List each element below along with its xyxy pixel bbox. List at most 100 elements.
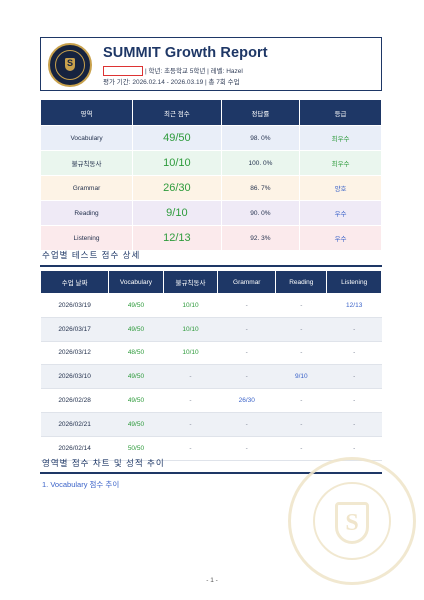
detail-date-cell: 2026/03/10 (40, 364, 109, 390)
summary-score-cell: 12/13 (132, 225, 222, 251)
summary-header-cell: 최근 점수 (132, 99, 222, 126)
summary-row: Vocabulary 49/50 98. 0% 최우수 (39, 125, 382, 151)
detail-score-cell: - (326, 412, 382, 437)
detail-score-cell: 49/50 (108, 317, 164, 342)
detail-score-cell: - (163, 412, 218, 437)
detail-row: 2026/03/12 48/50 10/10- - - (40, 341, 382, 366)
summary-row: Listening 12/13 92. 3% 우수 (39, 225, 382, 251)
detail-score-cell: - (163, 436, 218, 461)
summary-grade-cell: 양호 (299, 175, 382, 201)
chart-subtitle: 1. Vocabulary 점수 추이 (42, 480, 120, 489)
page-number: - 1 - (206, 577, 218, 584)
detail-header-cell: 불규칙동사 (162, 270, 219, 294)
detail-header-cell: Reading (275, 270, 328, 294)
chart-section-title: 영역별 점수 차트 및 성적 추이 (42, 458, 165, 468)
summary-score-cell: 26/30 (132, 175, 222, 201)
summary-row: Reading 9/10 90. 0% 우수 (39, 200, 382, 226)
section-divider (40, 265, 382, 267)
detail-score-cell: 48/50 (108, 341, 164, 366)
summary-grade-cell: 우수 (299, 200, 382, 226)
summary-header-cell: 영역 (39, 99, 134, 126)
detail-score-cell: - (217, 412, 276, 437)
summary-score-cell: 10/10 (132, 150, 222, 176)
detail-score-cell: - (163, 364, 218, 390)
report-title: SUMMIT Growth Report (103, 45, 268, 61)
detail-score-cell: 49/50 (108, 364, 164, 390)
detail-score-cell: - (217, 341, 276, 366)
detail-score-cell: 49/50 (108, 412, 164, 437)
detail-score-cell: - (326, 317, 382, 342)
detail-row: 2026/02/28 49/50-26/30- - (40, 388, 382, 413)
detail-score-cell: - (275, 293, 327, 318)
summary-area-cell: Reading (39, 200, 134, 226)
detail-date-cell: 2026/02/28 (40, 388, 109, 413)
detail-score-cell: 10/10 (163, 341, 218, 366)
detail-header-cell: Grammar (217, 270, 277, 294)
summary-rate-cell: 92. 3% (220, 225, 301, 251)
summary-grade-cell: 우수 (299, 225, 382, 251)
detail-header-cell: 수업 날짜 (39, 270, 110, 294)
summary-grade-cell: 최우수 (299, 125, 382, 151)
detail-score-cell: 49/50 (108, 388, 164, 413)
summary-rate-cell: 98. 0% (220, 125, 301, 151)
detail-date-cell: 2026/03/12 (40, 341, 109, 366)
summary-rate-cell: 86. 7% (220, 175, 301, 201)
detail-score-cell: - (163, 388, 218, 413)
detail-score-cell: - (275, 388, 327, 413)
report-header: S SUMMIT Growth Report | 학년: 초등학교 5학년 | … (40, 37, 382, 91)
detail-header-cell: Vocabulary (108, 270, 164, 294)
detail-date-cell: 2026/03/19 (40, 293, 109, 318)
student-info: | 학년: 초등학교 5학년 | 레벨: Hazel (103, 65, 243, 77)
summary-header-cell: 정답률 (220, 99, 301, 126)
detail-score-cell: 50/50 (108, 436, 164, 461)
detail-score-cell: 10/10 (163, 293, 218, 318)
watermark-logo: S (288, 457, 416, 585)
detail-row: 2026/03/10 49/50- -9/10- (40, 364, 382, 390)
detail-score-cell: - (217, 436, 276, 461)
detail-score-cell: - (217, 293, 276, 318)
detail-table: 수업 날짜 Vocabulary 불규칙동사 Grammar Reading Listen… (39, 270, 382, 461)
evaluation-period: 평가 기간: 2026.02.14 - 2026.03.19 | 총 7회 수업 (103, 79, 240, 86)
detail-header-cell: Listening (326, 270, 382, 294)
summary-area-cell: 불규칙동사 (39, 150, 134, 176)
summit-logo: S (48, 43, 92, 87)
detail-score-cell: 10/10 (163, 317, 218, 342)
summary-rate-cell: 100. 0% (220, 150, 301, 176)
detail-section-title: 수업별 테스트 점수 상세 (42, 250, 141, 260)
detail-score-cell: 12/13 (326, 293, 382, 318)
detail-date-cell: 2026/02/21 (40, 412, 109, 437)
summary-rate-cell: 90. 0% (220, 200, 301, 226)
summary-table: 영역 최근 점수 정답률 등급 Vocabulary 49/50 98. 0% 최우수 불규칙… (39, 99, 382, 251)
detail-score-cell: - (217, 364, 276, 390)
summary-row: Grammar 26/30 86. 7% 양호 (39, 175, 382, 201)
detail-score-cell: 9/10 (275, 364, 327, 390)
detail-score-cell: - (275, 412, 327, 437)
summary-area-cell: Vocabulary (39, 125, 134, 151)
detail-score-cell: - (275, 436, 327, 461)
detail-score-cell: - (326, 436, 382, 461)
detail-row: 2026/03/17 49/50 10/10- - - (40, 317, 382, 342)
detail-date-cell: 2026/02/14 (40, 436, 109, 461)
detail-row: 2026/02/14 50/50- - - - (40, 436, 382, 461)
summary-grade-cell: 최우수 (299, 150, 382, 176)
summary-area-cell: Grammar (39, 175, 134, 201)
section-divider (40, 472, 382, 474)
summary-score-cell: 9/10 (132, 200, 222, 226)
detail-score-cell: - (326, 364, 382, 390)
summary-area-cell: Listening (39, 225, 134, 251)
summary-row: 불규칙동사 10/10 100. 0% 최우수 (39, 150, 382, 176)
redacted-name (103, 66, 143, 77)
student-grade-level: | 학년: 초등학교 5학년 | 레벨: Hazel (145, 68, 243, 75)
summary-header-cell: 등급 (299, 99, 382, 126)
detail-score-cell: - (326, 341, 382, 366)
summary-score-cell: 49/50 (132, 125, 222, 151)
detail-date-cell: 2026/03/17 (40, 317, 109, 342)
detail-score-cell: - (275, 317, 327, 342)
detail-row: 2026/03/19 49/50 10/10- -12/13 (40, 293, 382, 318)
detail-score-cell: 26/30 (217, 388, 276, 413)
detail-score-cell: - (326, 388, 382, 413)
detail-row: 2026/02/21 49/50- - - - (40, 412, 382, 437)
detail-score-cell: - (217, 317, 276, 342)
detail-score-cell: 49/50 (108, 293, 164, 318)
